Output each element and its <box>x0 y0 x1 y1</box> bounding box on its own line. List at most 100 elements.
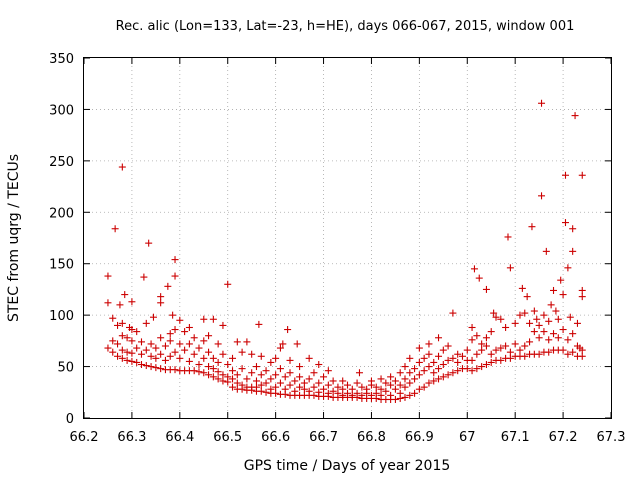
data-point <box>358 383 366 391</box>
data-point <box>171 348 179 356</box>
data-point <box>468 336 476 344</box>
data-point <box>444 371 452 379</box>
data-point <box>209 354 217 362</box>
data-point <box>538 99 546 107</box>
data-point <box>190 350 198 358</box>
data-point <box>238 348 246 356</box>
data-point <box>425 379 433 387</box>
data-point <box>233 379 241 387</box>
data-point <box>291 387 299 395</box>
data-point <box>569 348 577 356</box>
data-point <box>571 112 579 120</box>
data-point <box>324 381 332 389</box>
data-point <box>478 346 486 354</box>
y-tick-label: 200 <box>49 206 74 221</box>
data-point <box>487 350 495 358</box>
data-point <box>415 385 423 393</box>
data-point <box>272 383 280 391</box>
data-point <box>569 247 577 255</box>
data-point <box>521 309 529 317</box>
data-point <box>195 361 203 369</box>
data-point <box>229 383 237 391</box>
x-tick-label: 66.5 <box>213 430 242 445</box>
data-point <box>430 358 438 366</box>
y-tick-label: 350 <box>49 52 74 67</box>
data-point <box>506 348 514 356</box>
data-point <box>128 337 136 345</box>
data-point <box>415 344 423 352</box>
data-point <box>377 385 385 393</box>
data-point <box>396 389 404 397</box>
data-point <box>458 352 466 360</box>
data-point <box>339 391 347 399</box>
data-point <box>559 291 567 299</box>
data-point <box>200 369 208 377</box>
data-point <box>128 326 136 334</box>
data-point <box>137 350 145 358</box>
data-point <box>272 371 280 379</box>
data-point <box>205 371 213 379</box>
data-point <box>257 371 265 379</box>
data-point <box>444 342 452 350</box>
data-point <box>475 274 483 282</box>
data-point <box>535 334 543 342</box>
data-point <box>176 316 184 324</box>
data-point <box>296 373 304 381</box>
data-point <box>561 171 569 179</box>
data-point <box>118 163 126 171</box>
data-point <box>420 367 428 375</box>
data-point <box>161 356 169 364</box>
data-point <box>348 385 356 393</box>
data-point <box>425 350 433 358</box>
data-point <box>578 171 586 179</box>
data-point <box>133 358 141 366</box>
data-point <box>478 340 486 348</box>
data-point <box>219 377 227 385</box>
data-point <box>171 272 179 280</box>
data-point <box>262 379 270 387</box>
data-point <box>578 346 586 354</box>
data-point <box>118 319 126 327</box>
data-point <box>286 369 294 377</box>
data-point <box>118 332 126 340</box>
data-point <box>267 385 275 393</box>
data-point <box>487 358 495 366</box>
data-point <box>104 344 112 352</box>
x-tick-label: 66.9 <box>405 430 434 445</box>
data-point <box>171 326 179 334</box>
data-point <box>200 315 208 323</box>
data-point <box>382 387 390 395</box>
y-tick-label: 100 <box>49 309 74 324</box>
data-point <box>482 334 490 342</box>
data-point <box>276 379 284 387</box>
data-point <box>406 354 414 362</box>
data-point <box>497 356 505 364</box>
data-point <box>490 309 498 317</box>
y-tick-label: 300 <box>49 103 74 118</box>
data-point <box>463 365 471 373</box>
data-point <box>310 383 318 391</box>
data-point <box>344 389 351 397</box>
data-point <box>166 330 174 338</box>
data-point <box>401 393 409 401</box>
data-point <box>535 350 543 358</box>
data-point <box>142 346 150 354</box>
data-point <box>516 346 524 354</box>
data-point <box>279 340 287 348</box>
data-point <box>229 367 237 375</box>
data-point <box>391 385 399 393</box>
data-point <box>195 344 203 352</box>
data-point <box>506 264 514 272</box>
data-point <box>435 375 443 383</box>
data-point <box>310 391 318 399</box>
data-point <box>339 377 347 385</box>
data-point <box>169 311 177 319</box>
data-point <box>252 377 260 385</box>
data-point <box>147 363 155 371</box>
data-point <box>200 354 208 362</box>
x-tick-label: 66.3 <box>117 430 146 445</box>
x-tick-label: 66.4 <box>165 430 194 445</box>
data-point <box>257 352 265 360</box>
data-point <box>559 346 567 354</box>
data-point <box>123 334 131 342</box>
